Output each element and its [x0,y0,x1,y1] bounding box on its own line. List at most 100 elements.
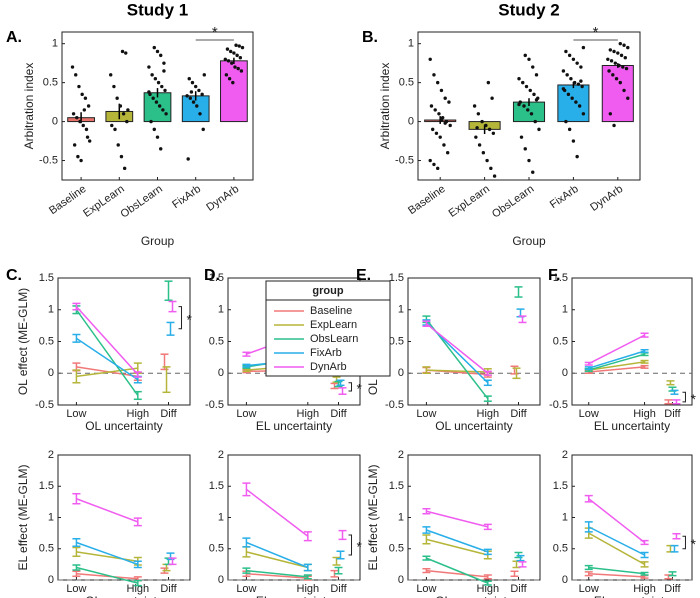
error-bar [72,333,81,343]
series-line [588,361,645,371]
data-point [566,92,571,97]
y-tick-label: 0 [48,574,54,586]
data-point [85,135,90,139]
x-axis-title: EL uncertainty [594,594,670,598]
error-bar [640,551,649,559]
y-tick-label: 2 [218,449,224,461]
panel-label: C. [6,267,22,284]
data-point [521,80,525,85]
data-point [624,66,629,71]
data-point [438,135,442,139]
x-tick-label: High [633,408,656,420]
data-point [155,49,160,54]
data-point [527,57,531,61]
x-axis-title: OL uncertainty [435,594,513,598]
panel-label: D. [204,267,220,284]
data-point [428,57,432,61]
data-point [477,143,482,147]
significance-bracket [348,382,353,392]
error-bar [168,300,177,313]
error-bar [303,563,312,572]
y-tick-label: -0.5 [549,399,568,411]
x-tick-label: Low [236,583,256,595]
error-bar [483,379,492,387]
data-point [78,119,82,124]
y-tick-label: 0.5 [43,77,58,89]
data-point [112,84,116,89]
series-line [245,488,309,537]
error-bar [338,529,347,541]
data-point [164,112,168,116]
data-point [571,57,576,61]
legend-box [265,280,391,377]
series-line [76,551,138,562]
error-bar [242,351,251,357]
data-point [434,131,439,135]
error-bar [72,493,81,505]
error-bar [72,546,81,557]
data-point [611,73,615,77]
error-bar [133,517,142,527]
error-bar [72,302,81,311]
error-bar [640,359,649,364]
error-bar [640,352,649,357]
x-tick-label: High [127,583,150,595]
data-point [439,88,444,93]
data-point [79,158,83,163]
y-tick-label: -0.5 [205,399,224,411]
error-bar [422,508,431,515]
data-point [612,123,616,128]
data-point [113,127,117,132]
x-tick-label: Low [416,583,436,595]
data-point [198,112,202,116]
error-bar [518,315,527,324]
y-tick-label: 1.5 [553,480,568,492]
error-bar [512,367,521,380]
error-bar [640,571,649,576]
data-point [561,87,566,91]
data-point [626,96,630,100]
error-bar [242,482,251,497]
y-tick-label: 2 [398,449,404,461]
x-axis-title: OL uncertainty [435,419,513,433]
data-point [616,51,620,55]
data-point [159,53,163,58]
series-line [588,334,645,365]
error-bar [242,567,251,574]
data-point [116,143,120,147]
data-point [232,51,236,55]
series-line [588,353,645,371]
y-tick-label: 0 [52,115,58,127]
series-line [426,510,488,528]
x-tick-label: Low [236,408,256,420]
y-axis-title: OL effect (ME-GLM) [16,288,30,395]
panel-label: B. [362,29,378,46]
error-bar [303,574,312,580]
data-point [607,69,611,73]
error-bar [668,571,677,577]
data-point [77,84,81,89]
data-point [151,96,155,100]
data-point [149,119,153,124]
error-bar [672,533,681,540]
y-tick-label: -0.5 [385,399,404,411]
error-bar [334,566,343,575]
data-point [579,65,583,69]
x-axis-title: OL uncertainty [85,419,163,433]
data-point [433,108,437,112]
series-line [588,526,645,556]
bar [143,92,172,123]
error-bar [336,379,345,387]
data-point [189,90,194,94]
y-tick-label: 0 [562,574,568,586]
data-point [154,100,159,104]
data-point [490,96,494,100]
data-point [491,131,496,135]
data-point [120,49,125,54]
data-point [432,73,436,77]
data-point [574,100,578,104]
error-bar [640,561,649,568]
y-tick-label: 0.5 [389,543,404,555]
data-point [619,53,624,58]
data-point [618,80,622,85]
